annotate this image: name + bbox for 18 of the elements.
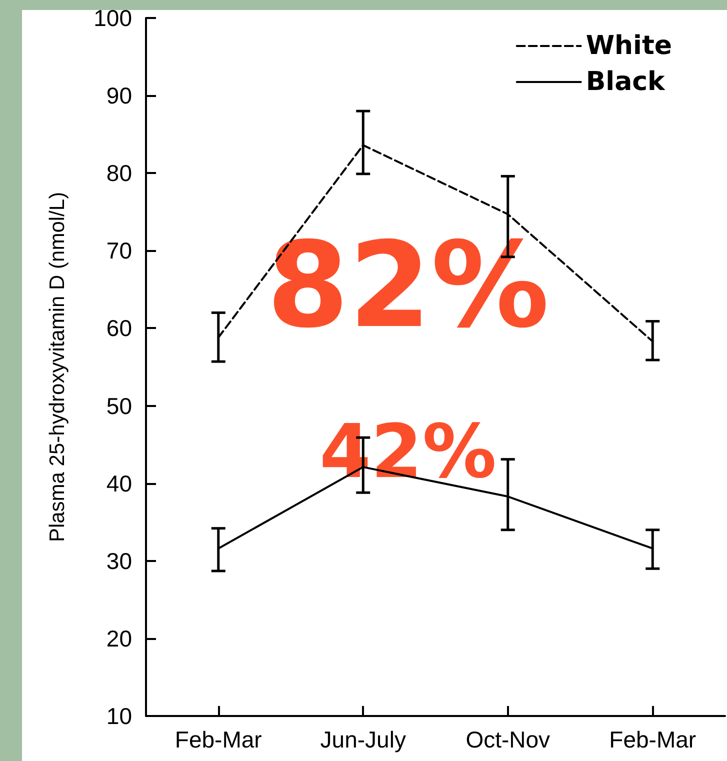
x-tick-label: Jun-July [320,726,406,752]
y-tick-label: 10 [106,703,132,729]
legend-label: Black [586,67,666,97]
legend-label: White [586,31,672,61]
y-tick-label: 50 [106,392,132,419]
y-tick-label: 30 [106,548,132,574]
y-tick-label: 90 [106,82,132,109]
y-tick-label: 70 [106,238,132,264]
x-tick-label: Feb-Mar [609,726,696,752]
x-tick-label: Oct-Nov [466,726,551,752]
y-tick-label: 40 [106,470,132,496]
y-tick-label: 100 [94,5,132,31]
y-tick-label: 80 [106,160,132,186]
y-axis-title: Plasma 25-hydroxyvitamin D (nmol/L) [46,192,69,542]
annotation: 82% [266,216,550,354]
x-tick-label: Feb-Mar [174,726,262,752]
y-tick-label: 60 [106,315,132,342]
y-tick-label: 20 [106,625,132,652]
